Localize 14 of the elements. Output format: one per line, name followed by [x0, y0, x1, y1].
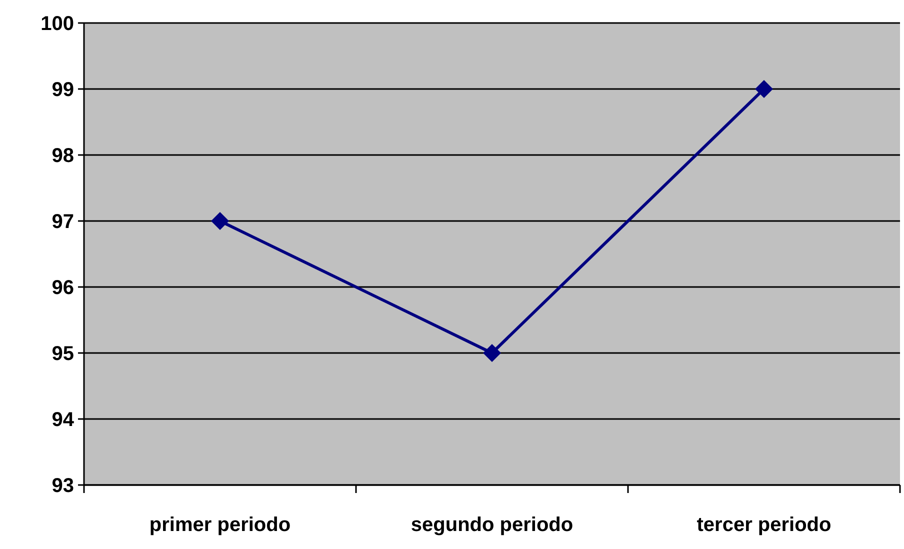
y-tick-label: 98 [52, 145, 74, 167]
x-tick-label: primer periodo [149, 514, 291, 536]
y-tick-label: 97 [52, 211, 74, 233]
y-tick-label: 95 [52, 343, 74, 365]
y-tick-label: 93 [52, 475, 74, 497]
point [483, 344, 501, 362]
x-tick-label: segundo periodo [410, 514, 574, 536]
y-tick-label: 94 [52, 409, 75, 431]
y-tick-label: 100 [40, 13, 74, 35]
y-tick-label: 99 [52, 79, 74, 101]
point [755, 80, 773, 98]
y-tick-label: 96 [52, 277, 74, 299]
point [211, 212, 229, 230]
x-tick-label: tercer periodo [696, 514, 832, 536]
